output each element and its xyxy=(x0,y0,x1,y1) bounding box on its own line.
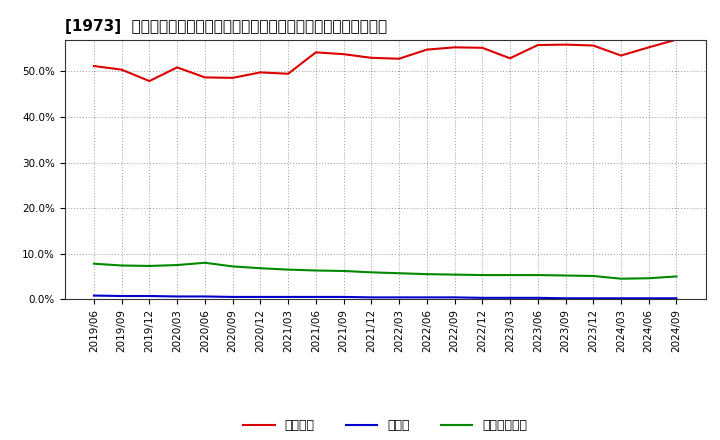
自己資本 xyxy=(589,43,598,48)
のれん xyxy=(450,295,459,300)
繰延税金資産 xyxy=(505,272,514,278)
繰延税金資産 xyxy=(173,262,181,268)
繰延税金資産 xyxy=(644,275,653,281)
のれん xyxy=(561,296,570,301)
のれん xyxy=(284,294,292,300)
繰延税金資産 xyxy=(561,273,570,278)
繰延税金資産 xyxy=(284,267,292,272)
のれん xyxy=(616,296,625,301)
繰延税金資産 xyxy=(145,263,154,268)
Line: 繰延税金資産: 繰延税金資産 xyxy=(94,263,677,279)
のれん xyxy=(478,295,487,301)
繰延税金資産 xyxy=(450,272,459,277)
繰延税金資産 xyxy=(616,276,625,281)
のれん xyxy=(367,295,376,300)
のれん xyxy=(89,293,98,298)
自己資本 xyxy=(256,70,265,75)
のれん xyxy=(312,294,320,300)
自己資本 xyxy=(478,45,487,51)
Text: [1973]  自己資本、のれん、繰延税金資産の総資産に対する比率の推移: [1973] 自己資本、のれん、繰延税金資産の総資産に対する比率の推移 xyxy=(65,19,387,34)
自己資本 xyxy=(201,75,210,80)
のれん xyxy=(644,296,653,301)
繰延税金資産 xyxy=(367,270,376,275)
自己資本 xyxy=(450,45,459,50)
のれん xyxy=(201,294,210,299)
繰延税金資産 xyxy=(395,271,403,276)
繰延税金資産 xyxy=(228,264,237,269)
のれん xyxy=(672,296,681,301)
繰延税金資産 xyxy=(478,272,487,278)
繰延税金資産 xyxy=(589,273,598,279)
繰延税金資産 xyxy=(672,274,681,279)
自己資本 xyxy=(561,42,570,47)
繰延税金資産 xyxy=(423,271,431,277)
自己資本 xyxy=(672,37,681,42)
繰延税金資産 xyxy=(339,268,348,274)
自己資本 xyxy=(644,45,653,50)
のれん xyxy=(228,294,237,300)
自己資本 xyxy=(339,51,348,57)
繰延税金資産 xyxy=(89,261,98,266)
自己資本 xyxy=(395,56,403,61)
自己資本 xyxy=(312,50,320,55)
繰延税金資産 xyxy=(201,260,210,265)
自己資本 xyxy=(423,47,431,52)
自己資本 xyxy=(145,78,154,84)
のれん xyxy=(534,295,542,301)
自己資本 xyxy=(367,55,376,60)
自己資本 xyxy=(616,53,625,58)
Line: のれん: のれん xyxy=(94,296,677,298)
自己資本 xyxy=(534,42,542,48)
のれん xyxy=(395,295,403,300)
のれん xyxy=(505,295,514,301)
Line: 自己資本: 自己資本 xyxy=(94,40,677,81)
のれん xyxy=(339,294,348,300)
自己資本 xyxy=(89,63,98,69)
繰延税金資産 xyxy=(256,266,265,271)
自己資本 xyxy=(173,65,181,70)
繰延税金資産 xyxy=(534,272,542,278)
繰延税金資産 xyxy=(312,268,320,273)
のれん xyxy=(256,294,265,300)
のれん xyxy=(589,296,598,301)
のれん xyxy=(117,293,126,299)
のれん xyxy=(145,293,154,299)
自己資本 xyxy=(284,71,292,77)
自己資本 xyxy=(117,67,126,72)
自己資本 xyxy=(505,55,514,61)
のれん xyxy=(173,294,181,299)
Legend: 自己資本, のれん, 繰延税金資産: 自己資本, のれん, 繰延税金資産 xyxy=(238,414,532,437)
自己資本 xyxy=(228,75,237,81)
繰延税金資産 xyxy=(117,263,126,268)
のれん xyxy=(423,295,431,300)
